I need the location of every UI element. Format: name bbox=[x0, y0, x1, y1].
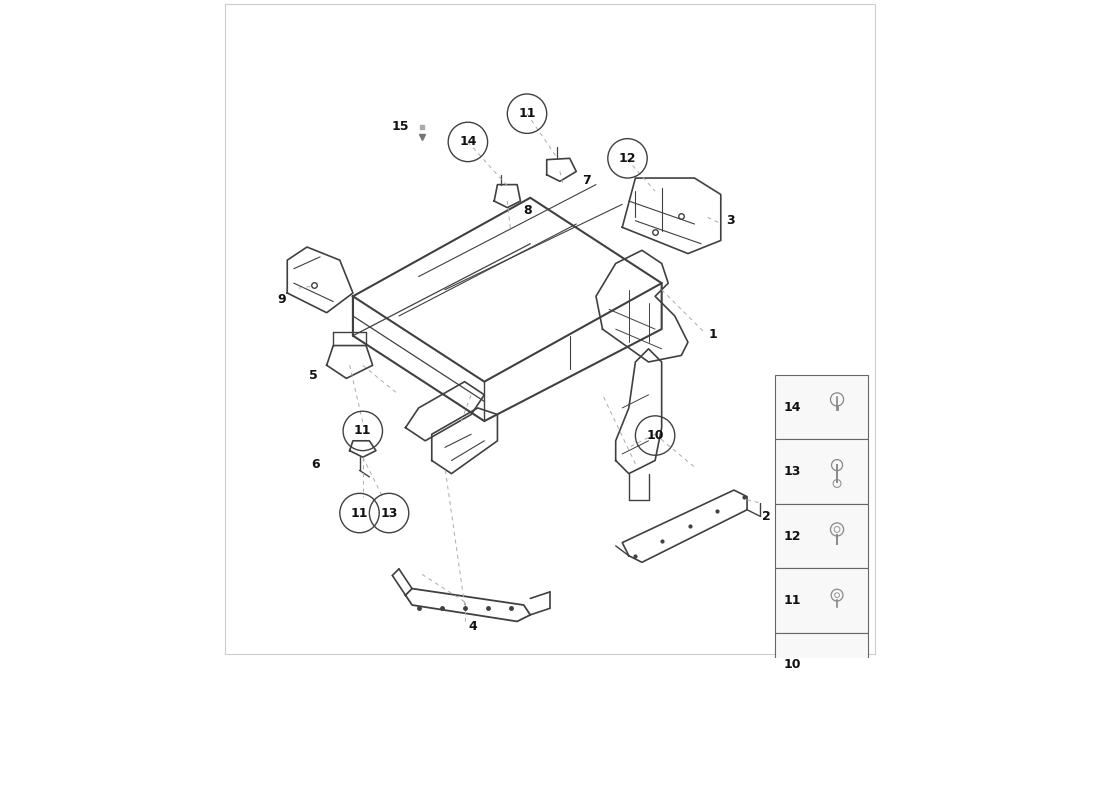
Text: 13: 13 bbox=[783, 465, 801, 478]
Text: 7: 7 bbox=[582, 174, 591, 187]
Text: 11: 11 bbox=[351, 506, 369, 519]
Bar bbox=[774, 504, 868, 568]
Text: 12: 12 bbox=[783, 530, 801, 542]
Text: 10: 10 bbox=[647, 429, 663, 442]
Text: 15: 15 bbox=[392, 120, 409, 134]
Text: 13: 13 bbox=[381, 506, 398, 519]
Text: 14: 14 bbox=[459, 135, 476, 149]
Bar bbox=[774, 439, 868, 504]
Bar bbox=[774, 633, 868, 697]
Text: 9: 9 bbox=[277, 293, 286, 306]
Text: 14: 14 bbox=[783, 401, 801, 414]
Polygon shape bbox=[786, 726, 818, 750]
Text: 11: 11 bbox=[354, 425, 372, 438]
Text: 8: 8 bbox=[524, 204, 532, 218]
Text: 4: 4 bbox=[469, 619, 477, 633]
Text: 10: 10 bbox=[783, 658, 801, 671]
Bar bbox=[774, 709, 868, 771]
Text: 5: 5 bbox=[309, 369, 318, 382]
Bar bbox=[774, 774, 868, 800]
Text: 2: 2 bbox=[762, 510, 771, 523]
Text: 701 08: 701 08 bbox=[790, 790, 852, 800]
Text: 1: 1 bbox=[708, 328, 717, 341]
Text: 3: 3 bbox=[726, 214, 735, 227]
Bar bbox=[774, 375, 868, 439]
Text: 12: 12 bbox=[619, 152, 636, 165]
Bar bbox=[774, 568, 868, 633]
Bar bbox=[786, 742, 818, 763]
Text: 11: 11 bbox=[518, 107, 536, 120]
Text: 6: 6 bbox=[311, 458, 320, 471]
Text: 11: 11 bbox=[783, 594, 801, 607]
